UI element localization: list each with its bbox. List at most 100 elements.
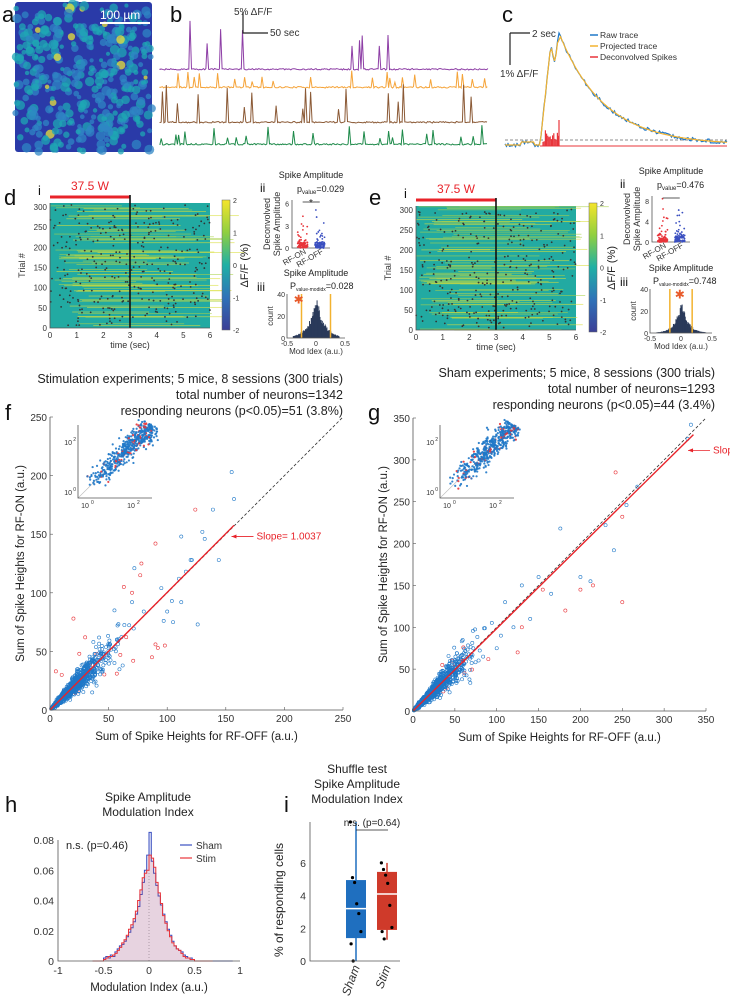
histogram-bar (702, 331, 704, 333)
spike-marker (75, 280, 77, 283)
data-point (677, 228, 680, 231)
observed-value-marker: ✱ (675, 288, 685, 302)
y-tick-label: 4 (645, 220, 649, 227)
cell (31, 83, 40, 91)
responding-neuron-point (540, 587, 545, 592)
cell (67, 33, 76, 41)
spike-marker (445, 279, 448, 281)
histogram-bar (701, 331, 703, 333)
cell (147, 128, 153, 134)
inset-y-tick-label: 10 (64, 440, 72, 447)
x-tick-label: 200 (276, 714, 293, 725)
spike-marker (569, 319, 572, 322)
inset-point (113, 468, 117, 471)
data-point (661, 237, 664, 240)
neuron-point (90, 655, 95, 660)
responding-neuron-point (153, 642, 158, 647)
cell (79, 114, 85, 120)
neuron-point (441, 669, 445, 674)
spike-marker (113, 224, 116, 227)
inset-point (89, 478, 92, 481)
spike-marker (126, 253, 128, 255)
heatmap-row (419, 328, 490, 330)
cell (123, 124, 129, 129)
neuron-point (469, 661, 474, 665)
neuron-point (188, 558, 193, 562)
spike-marker (56, 266, 59, 269)
cell (16, 53, 25, 62)
inset-point (135, 444, 138, 447)
y-tick-label: 0 (281, 336, 285, 343)
spike-marker (134, 261, 137, 264)
cell (32, 39, 40, 47)
p-value-part: value (662, 186, 677, 192)
cell (108, 76, 114, 83)
data-point (319, 234, 322, 237)
chart-title-line: total number of neurons=1293 (548, 382, 715, 396)
spike-marker (132, 266, 135, 269)
histogram-bar (687, 322, 689, 333)
inset-point (116, 456, 119, 459)
observed-value-marker: ✱ (294, 293, 304, 307)
cell (13, 5, 19, 12)
inset-point (151, 444, 154, 447)
spike-marker (509, 228, 512, 231)
spike-marker (195, 266, 197, 269)
spike-marker (188, 248, 191, 251)
inset-point (117, 464, 121, 467)
spike-marker (68, 294, 71, 297)
histogram-bar (685, 320, 687, 333)
spike-marker (473, 271, 476, 274)
spike-marker (93, 300, 96, 303)
spike-marker (63, 268, 65, 271)
inset-x-tick-label: 10 (127, 503, 135, 510)
inset-point (114, 464, 117, 467)
histogram-bar (313, 308, 315, 338)
spike-marker (208, 309, 211, 311)
y-axis-label: Deconvolved (262, 198, 272, 250)
inset-point (457, 476, 460, 479)
heatmap-row (74, 290, 230, 292)
spike-marker (570, 208, 573, 211)
spike-marker (104, 268, 107, 271)
histogram-bar (686, 321, 688, 333)
histogram-bar (678, 316, 680, 333)
spike-marker (208, 256, 210, 259)
inset-point (139, 444, 142, 447)
spike-marker (170, 219, 173, 222)
colorbar-label: ΔF/F (%) (239, 243, 251, 287)
cell (143, 75, 148, 80)
inset-point (129, 452, 132, 455)
cell (101, 86, 112, 96)
spike-marker (176, 218, 179, 221)
data-point (664, 238, 666, 241)
spike-marker (174, 302, 177, 305)
heatmap-row (93, 209, 193, 211)
spike-marker (506, 295, 509, 298)
spike-marker (497, 213, 500, 216)
spike-marker (530, 308, 533, 310)
spike-marker (561, 306, 564, 309)
y-tick-label: 50 (36, 647, 48, 658)
x-tick-label: 6 (208, 331, 213, 340)
neuron-point (460, 638, 465, 642)
spike-marker (171, 295, 173, 298)
neuron-point (454, 651, 459, 656)
spike-marker (110, 308, 113, 310)
neuron-point (97, 641, 102, 646)
spike-marker (537, 259, 540, 262)
subpanel-label-ii: ii (260, 181, 265, 195)
spike-marker (434, 212, 437, 214)
p-value-part: value-modidx (296, 287, 326, 293)
spike-marker (475, 311, 478, 314)
spike-marker (127, 300, 130, 303)
inset-point (100, 470, 103, 473)
cell (84, 76, 95, 87)
neuron-point (80, 662, 85, 667)
neuron-point (624, 503, 629, 507)
cell (95, 131, 106, 141)
histogram-bar (702, 332, 704, 333)
inset-x-tick-exponent: 2 (137, 500, 140, 506)
spike-marker (104, 260, 107, 263)
spike-marker (502, 281, 505, 284)
